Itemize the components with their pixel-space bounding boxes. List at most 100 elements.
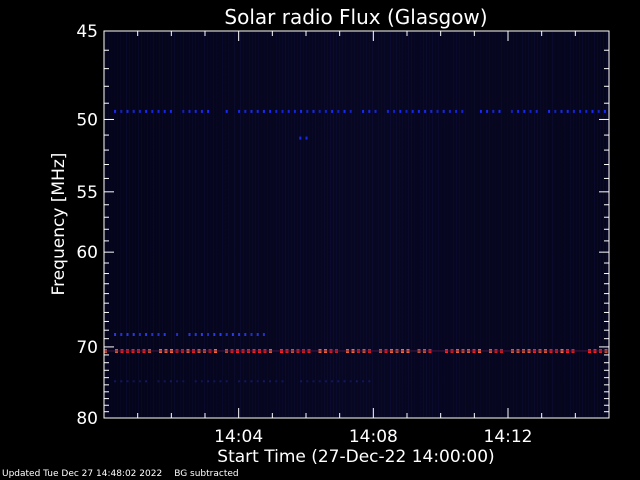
x-tick-label: 14:04	[214, 427, 263, 447]
texture-stripe	[441, 32, 442, 417]
feature-segment	[362, 380, 365, 383]
feature-segment	[411, 109, 414, 113]
texture-stripe	[348, 32, 349, 417]
texture-stripe	[468, 32, 469, 417]
feature-segment	[157, 380, 160, 383]
texture-stripe	[543, 32, 544, 417]
texture-stripe	[390, 32, 391, 417]
feature-segment	[138, 380, 141, 383]
feature-segment	[448, 109, 451, 113]
feature-segment	[386, 109, 389, 113]
feature-segment	[207, 380, 210, 383]
texture-stripe	[126, 32, 127, 417]
texture-stripe	[270, 32, 271, 417]
texture-stripe	[546, 32, 547, 417]
texture-stripe	[192, 32, 193, 417]
texture-stripe	[369, 32, 370, 417]
texture-stripe	[459, 32, 460, 417]
texture-stripe	[564, 32, 565, 417]
feature-segment	[145, 109, 148, 113]
texture-stripe	[528, 32, 529, 417]
texture-stripe	[417, 32, 418, 417]
feature-segment	[523, 109, 526, 113]
texture-stripe	[216, 32, 217, 417]
feature-segment	[262, 380, 265, 383]
feature-segment	[256, 333, 259, 336]
feature-segment	[132, 109, 135, 113]
feature-segment	[585, 109, 588, 113]
texture-stripe	[354, 32, 355, 417]
feature-segment	[479, 109, 482, 113]
texture-stripe	[252, 32, 253, 417]
feature-segment	[182, 109, 185, 113]
feature-segment	[436, 109, 439, 113]
feature-segment	[424, 109, 427, 113]
feature-segment	[244, 333, 247, 336]
feature-segment	[306, 109, 309, 113]
texture-stripe	[558, 32, 559, 417]
feature-segment	[256, 109, 259, 113]
feature-segment	[120, 333, 123, 336]
texture-stripe	[171, 32, 172, 417]
feature-segment	[417, 109, 420, 113]
feature-segment	[194, 109, 197, 113]
feature-segment	[145, 380, 148, 383]
texture-stripe	[486, 32, 487, 417]
texture-stripe	[105, 32, 106, 417]
texture-stripe	[339, 32, 340, 417]
feature-segment	[349, 109, 352, 113]
feature-segment	[250, 333, 253, 336]
texture-stripe	[366, 32, 367, 417]
texture-stripe	[381, 32, 382, 417]
feature-segment	[269, 109, 272, 113]
texture-stripe	[300, 32, 301, 417]
texture-stripe	[297, 32, 298, 417]
texture-stripe	[258, 32, 259, 417]
feature-segment	[225, 109, 228, 113]
feature-segment	[275, 380, 278, 383]
feature-segment	[355, 380, 358, 383]
texture-stripe	[603, 32, 604, 417]
texture-stripe	[114, 32, 115, 417]
feature-segment	[250, 380, 253, 383]
feature-segment	[560, 109, 563, 113]
texture-stripe	[141, 32, 142, 417]
texture-stripe	[210, 32, 211, 417]
feature-segment	[269, 380, 272, 383]
texture-stripe	[330, 32, 331, 417]
feature-segment	[305, 136, 308, 140]
texture-stripe	[264, 32, 265, 417]
y-tick-label: 55	[76, 183, 98, 203]
texture-stripe	[261, 32, 262, 417]
texture-stripe	[267, 32, 268, 417]
texture-stripe	[360, 32, 361, 417]
texture-stripe	[117, 32, 118, 417]
feature-segment	[337, 109, 340, 113]
texture-stripe	[255, 32, 256, 417]
texture-stripe	[393, 32, 394, 417]
feature-segment	[262, 109, 265, 113]
texture-stripe	[234, 32, 235, 417]
texture-stripe	[285, 32, 286, 417]
texture-stripe	[375, 32, 376, 417]
y-axis-ticks: 45 50 55 60 70 80	[76, 22, 609, 429]
y-tick-label: 45	[76, 22, 98, 42]
texture-stripe	[492, 32, 493, 417]
feature-segment	[498, 109, 501, 113]
footer: Updated Tue Dec 27 14:48:02 2022 BG subtr…	[2, 469, 251, 479]
y-tick-label: 50	[76, 110, 98, 130]
texture-stripe	[561, 32, 562, 417]
texture-stripe	[426, 32, 427, 417]
texture-stripe	[399, 32, 400, 417]
texture-stripe	[516, 32, 517, 417]
feature-segment	[114, 109, 117, 113]
feature-segment	[262, 333, 265, 336]
texture-stripe	[504, 32, 505, 417]
texture-stripe	[357, 32, 358, 417]
feature-segment	[312, 380, 315, 383]
feature-segment	[213, 380, 216, 383]
texture-stripe	[273, 32, 274, 417]
feature-segment	[275, 109, 278, 113]
feature-segment	[207, 109, 210, 113]
texture-stripe	[120, 32, 121, 417]
